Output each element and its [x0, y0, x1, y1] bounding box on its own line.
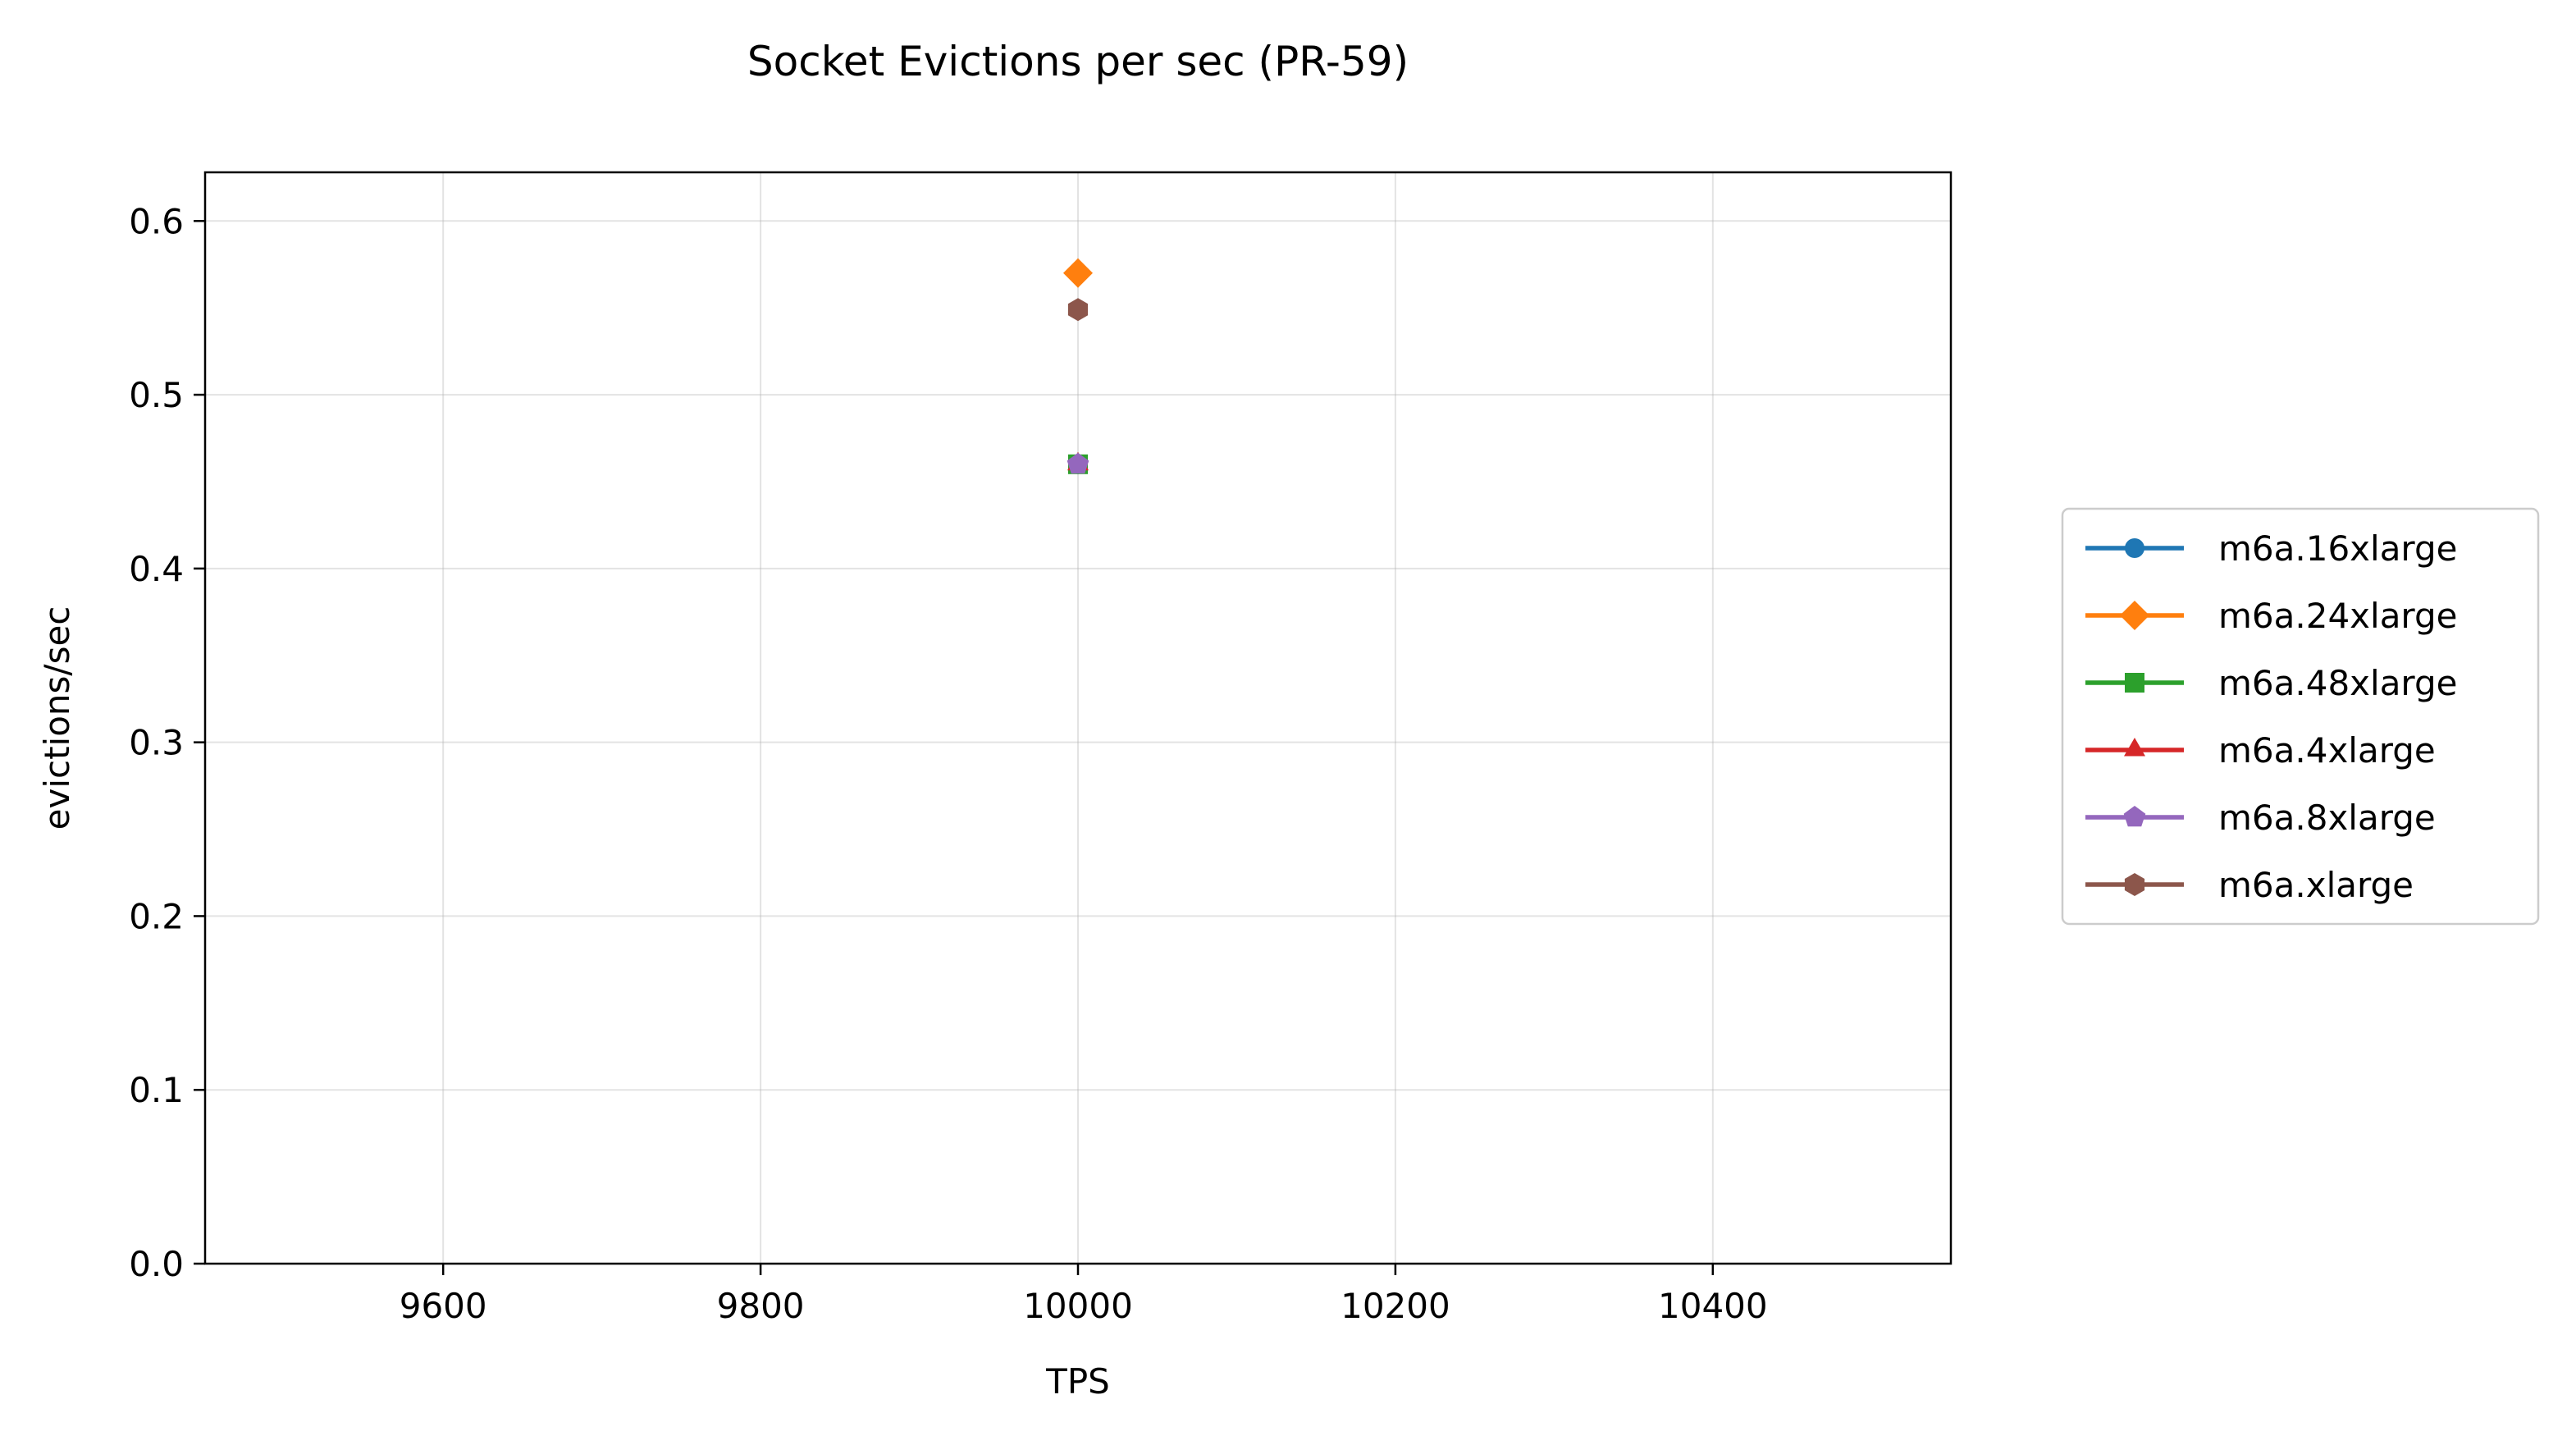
- legend-marker: [2125, 538, 2144, 558]
- legend-label: m6a.24xlarge: [2218, 596, 2457, 636]
- legend-marker: [2124, 873, 2145, 896]
- legend-marker: [2125, 673, 2144, 693]
- legend-label: m6a.xlarge: [2218, 865, 2414, 905]
- legend-label: m6a.16xlarge: [2218, 528, 2457, 569]
- y-tick-label: 0.2: [129, 896, 184, 936]
- x-tick-label: 9600: [400, 1286, 487, 1326]
- y-axis-label: evictions/sec: [37, 606, 77, 830]
- x-tick-label: 10000: [1023, 1286, 1133, 1326]
- x-tick-label: 9800: [717, 1286, 805, 1326]
- x-tick-label: 10400: [1658, 1286, 1768, 1326]
- chart-title: Socket Evictions per sec (PR-59): [747, 38, 1409, 85]
- x-tick-label: 10200: [1341, 1286, 1450, 1326]
- data-point-m6a-24xlarge: [1063, 258, 1093, 288]
- y-tick-label: 0.5: [129, 375, 184, 415]
- y-tick-label: 0.0: [129, 1244, 184, 1284]
- y-tick-label: 0.4: [129, 549, 184, 589]
- legend-label: m6a.8xlarge: [2218, 798, 2436, 838]
- legend: m6a.16xlarge m6a.24xlarge m6a.48xlarge m6a.…: [2061, 507, 2540, 926]
- grid: [205, 172, 1951, 1264]
- x-axis-label: TPS: [1045, 1361, 1110, 1402]
- legend-marker: [2120, 601, 2149, 630]
- legend-marker: [2124, 738, 2145, 757]
- legend-frame: [2061, 507, 2540, 926]
- y-tick-label: 0.6: [129, 201, 184, 241]
- legend-label: m6a.4xlarge: [2218, 730, 2436, 771]
- data-point-m6a-8xlarge: [1066, 452, 1089, 474]
- legend-marker: [2123, 806, 2146, 827]
- y-tick-label: 0.3: [129, 723, 184, 763]
- data-point-m6a-xlarge: [1067, 298, 1089, 322]
- y-tick-label: 0.1: [129, 1070, 184, 1110]
- axis-ticks: 9600 9800 10000 10200 10400 0.0 0.1 0.2 0.3 0.4 0.…: [129, 201, 1767, 1326]
- data-markers: [1063, 258, 1093, 474]
- legend-label: m6a.48xlarge: [2218, 663, 2457, 703]
